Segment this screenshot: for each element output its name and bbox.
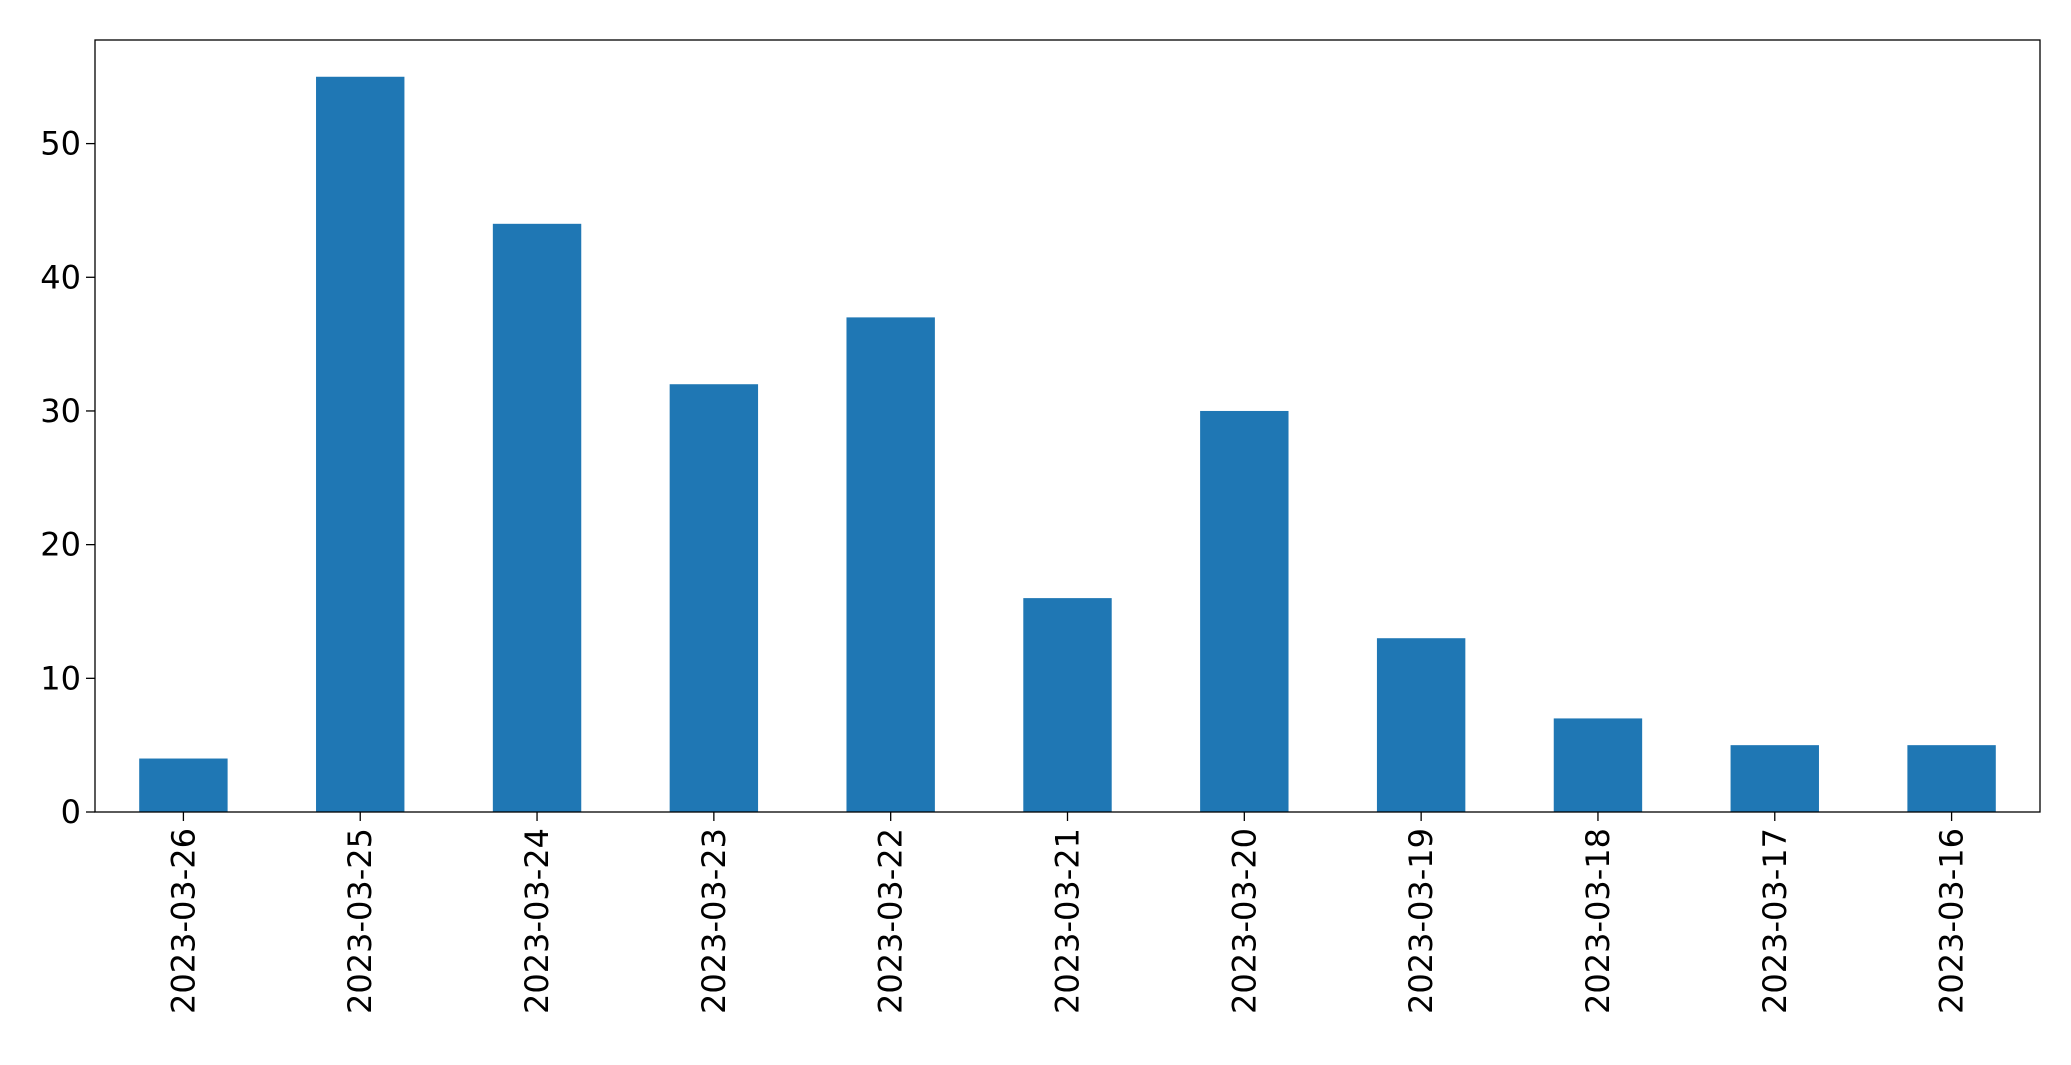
y-tick-label: 40 [40,258,81,296]
bar-2023-03-17 [1730,745,1819,812]
x-tick-label: 2023-03-26 [164,828,202,1014]
x-tick-label: 2023-03-19 [1402,828,1440,1014]
bar-2023-03-20 [1200,410,1289,812]
bars-layer [139,76,1996,813]
x-tick-label: 2023-03-16 [1933,828,1971,1014]
x-tick-label: 2023-03-23 [695,828,733,1014]
bar-2023-03-25 [316,76,405,812]
y-tick-label: 20 [40,526,81,564]
x-tick-label: 2023-03-22 [872,828,910,1014]
y-tick-label: 0 [61,793,81,831]
x-tick-label: 2023-03-18 [1579,828,1617,1014]
bar-2023-03-23 [669,384,759,812]
x-tick-label: 2023-03-17 [1756,828,1794,1014]
x-tick-label: 2023-03-25 [341,828,379,1014]
bar-2023-03-22 [846,317,935,812]
bar-2023-03-18 [1553,718,1643,812]
x-tick-label: 2023-03-21 [1049,828,1087,1014]
y-tick-label: 30 [40,392,81,430]
x-axis: 2023-03-26 2023-03-25 2023-03-24 2023-03-23… [164,812,1971,1014]
bar-2023-03-26 [139,758,228,812]
x-tick-label: 2023-03-24 [518,828,556,1014]
y-tick-label: 10 [40,659,81,697]
bar-2023-03-19 [1376,638,1466,812]
bar-2023-03-24 [492,223,582,813]
y-tick-label: 50 [40,125,81,163]
x-tick-label: 2023-03-20 [1225,828,1263,1014]
bar-2023-03-21 [1023,598,1112,812]
bar-2023-03-16 [1907,745,1996,812]
y-axis: 0 10 20 30 40 50 [40,125,95,831]
plot-frame [94,39,2041,813]
